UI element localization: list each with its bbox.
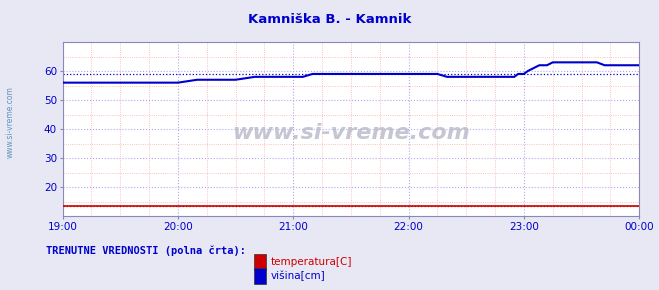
Text: www.si-vreme.com: www.si-vreme.com	[232, 123, 470, 142]
Text: www.si-vreme.com: www.si-vreme.com	[5, 86, 14, 158]
Text: Kamniška B. - Kamnik: Kamniška B. - Kamnik	[248, 13, 411, 26]
Text: temperatura[C]: temperatura[C]	[270, 257, 352, 267]
Text: višina[cm]: višina[cm]	[270, 271, 325, 282]
Text: TRENUTNE VREDNOSTI (polna črta):: TRENUTNE VREDNOSTI (polna črta):	[46, 245, 246, 255]
